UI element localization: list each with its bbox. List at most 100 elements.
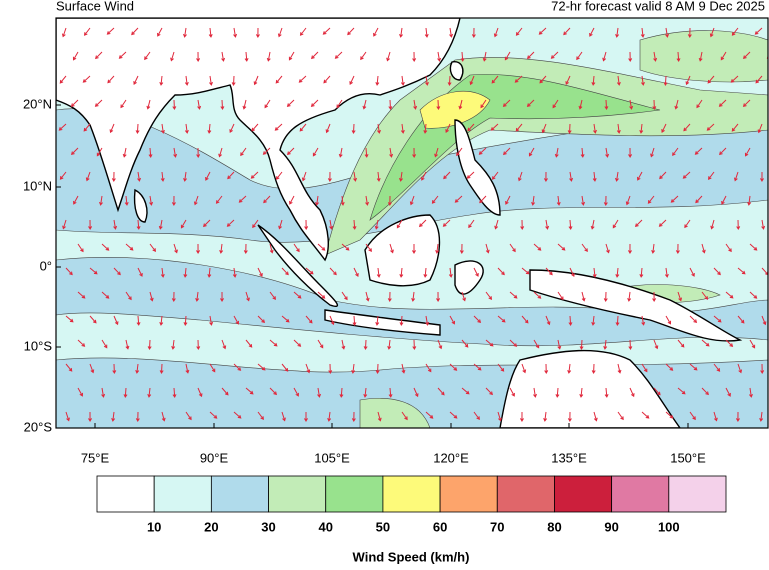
- wind-arrow: [59, 75, 67, 84]
- wind-arrow: [113, 267, 121, 276]
- wind-arrow: [180, 219, 187, 229]
- wind-arrow: [639, 267, 644, 278]
- colorbar-box: [439, 475, 498, 513]
- wind-arrow: [277, 27, 283, 38]
- wind-arrow: [603, 291, 608, 302]
- wind-arrow: [449, 27, 454, 38]
- wind-arrow: [220, 291, 224, 302]
- wind-arrow: [401, 411, 408, 421]
- wind-arrow: [605, 243, 610, 254]
- colorbar-label: 80: [547, 519, 561, 534]
- wind-arrow: [88, 411, 93, 422]
- wind-arrow: [497, 411, 502, 422]
- wind-arrow: [399, 171, 403, 182]
- wind-arrow: [482, 51, 487, 62]
- wind-arrow: [362, 99, 367, 110]
- wind-arrow: [264, 99, 271, 109]
- wind-arrow: [434, 147, 439, 158]
- wind-arrow: [721, 195, 727, 205]
- wind-arrow: [567, 363, 572, 374]
- wind-arrow: [694, 147, 703, 155]
- wind-arrow: [196, 243, 201, 254]
- wind-arrow: [466, 171, 475, 179]
- wind-arrow: [269, 339, 278, 347]
- wind-arrow: [82, 75, 91, 83]
- wind-arrow: [467, 123, 475, 132]
- wind-arrow: [196, 147, 201, 158]
- wind-arrow: [327, 411, 332, 422]
- wind-arrow: [473, 315, 482, 324]
- wind-arrow: [310, 51, 319, 60]
- wind-arrow: [754, 27, 763, 35]
- wind-arrow: [107, 75, 115, 84]
- wind-arrow: [137, 171, 142, 182]
- wind-arrow: [400, 75, 405, 86]
- wind-arrow: [275, 171, 283, 180]
- wind-arrow: [670, 195, 679, 203]
- wind-arrow: [89, 315, 97, 324]
- wind-arrow: [281, 363, 289, 372]
- wind-arrow: [742, 99, 751, 107]
- wind-arrow: [183, 315, 188, 326]
- wind-arrow: [183, 267, 188, 278]
- wind-arrow: [243, 243, 248, 254]
- wind-arrow: [725, 291, 734, 299]
- wind-arrow: [503, 147, 511, 156]
- wind-arrow: [725, 387, 731, 397]
- wind-arrow: [160, 267, 165, 278]
- wind-arrow: [133, 75, 139, 85]
- wind-arrow: [286, 147, 295, 156]
- wind-arrow: [323, 75, 331, 84]
- wind-arrow: [491, 75, 499, 84]
- wind-arrow: [485, 387, 493, 396]
- wind-arrow: [220, 99, 225, 110]
- wind-arrow: [341, 243, 350, 251]
- wind-arrow: [305, 267, 314, 275]
- wind-arrow: [550, 51, 559, 59]
- wind-arrow: [89, 363, 95, 374]
- wind-arrow: [526, 99, 535, 107]
- wind-arrow: [73, 195, 79, 205]
- wind-arrow: [436, 99, 441, 110]
- wind-arrow: [665, 315, 672, 325]
- wind-arrow: [581, 243, 588, 253]
- wind-arrow: [615, 267, 620, 278]
- wind-arrow: [435, 243, 440, 254]
- wind-arrow: [341, 291, 348, 301]
- wind-arrow: [581, 195, 586, 206]
- wind-arrow: [113, 315, 119, 326]
- wind-arrow: [730, 75, 739, 83]
- wind-arrow: [641, 363, 648, 373]
- wind-arrow: [233, 315, 239, 325]
- wind-arrow: [317, 243, 326, 251]
- wind-arrow: [614, 171, 619, 182]
- wind-arrow: [579, 339, 584, 350]
- wind-arrow: [334, 51, 343, 59]
- wind-arrow: [240, 147, 247, 157]
- wind-arrow: [374, 219, 379, 230]
- wind-arrow: [685, 75, 691, 86]
- wind-arrow: [218, 147, 223, 158]
- wind-arrow: [568, 219, 573, 230]
- wind-arrow: [99, 195, 103, 206]
- wind-arrow: [454, 195, 463, 203]
- wind-arrow: [389, 243, 394, 254]
- wind-arrow: [709, 27, 715, 38]
- wind-arrow: [160, 171, 165, 182]
- wind-arrow: [538, 27, 547, 35]
- colorbar-box: [325, 475, 384, 513]
- wind-arrow: [293, 339, 302, 347]
- wind-arrow: [322, 27, 331, 35]
- wind-arrow: [185, 363, 190, 374]
- colorbar-box: [611, 475, 670, 513]
- wind-arrow: [713, 267, 721, 276]
- wind-arrow: [497, 363, 505, 372]
- wind-arrow: [725, 243, 732, 253]
- wind-arrow: [349, 75, 355, 86]
- wind-arrow: [504, 51, 511, 61]
- wind-arrow: [589, 27, 595, 37]
- wind-arrow: [209, 315, 214, 326]
- wind-arrow: [413, 387, 419, 398]
- wind-arrow: [266, 51, 271, 62]
- wind-arrow: [375, 75, 380, 86]
